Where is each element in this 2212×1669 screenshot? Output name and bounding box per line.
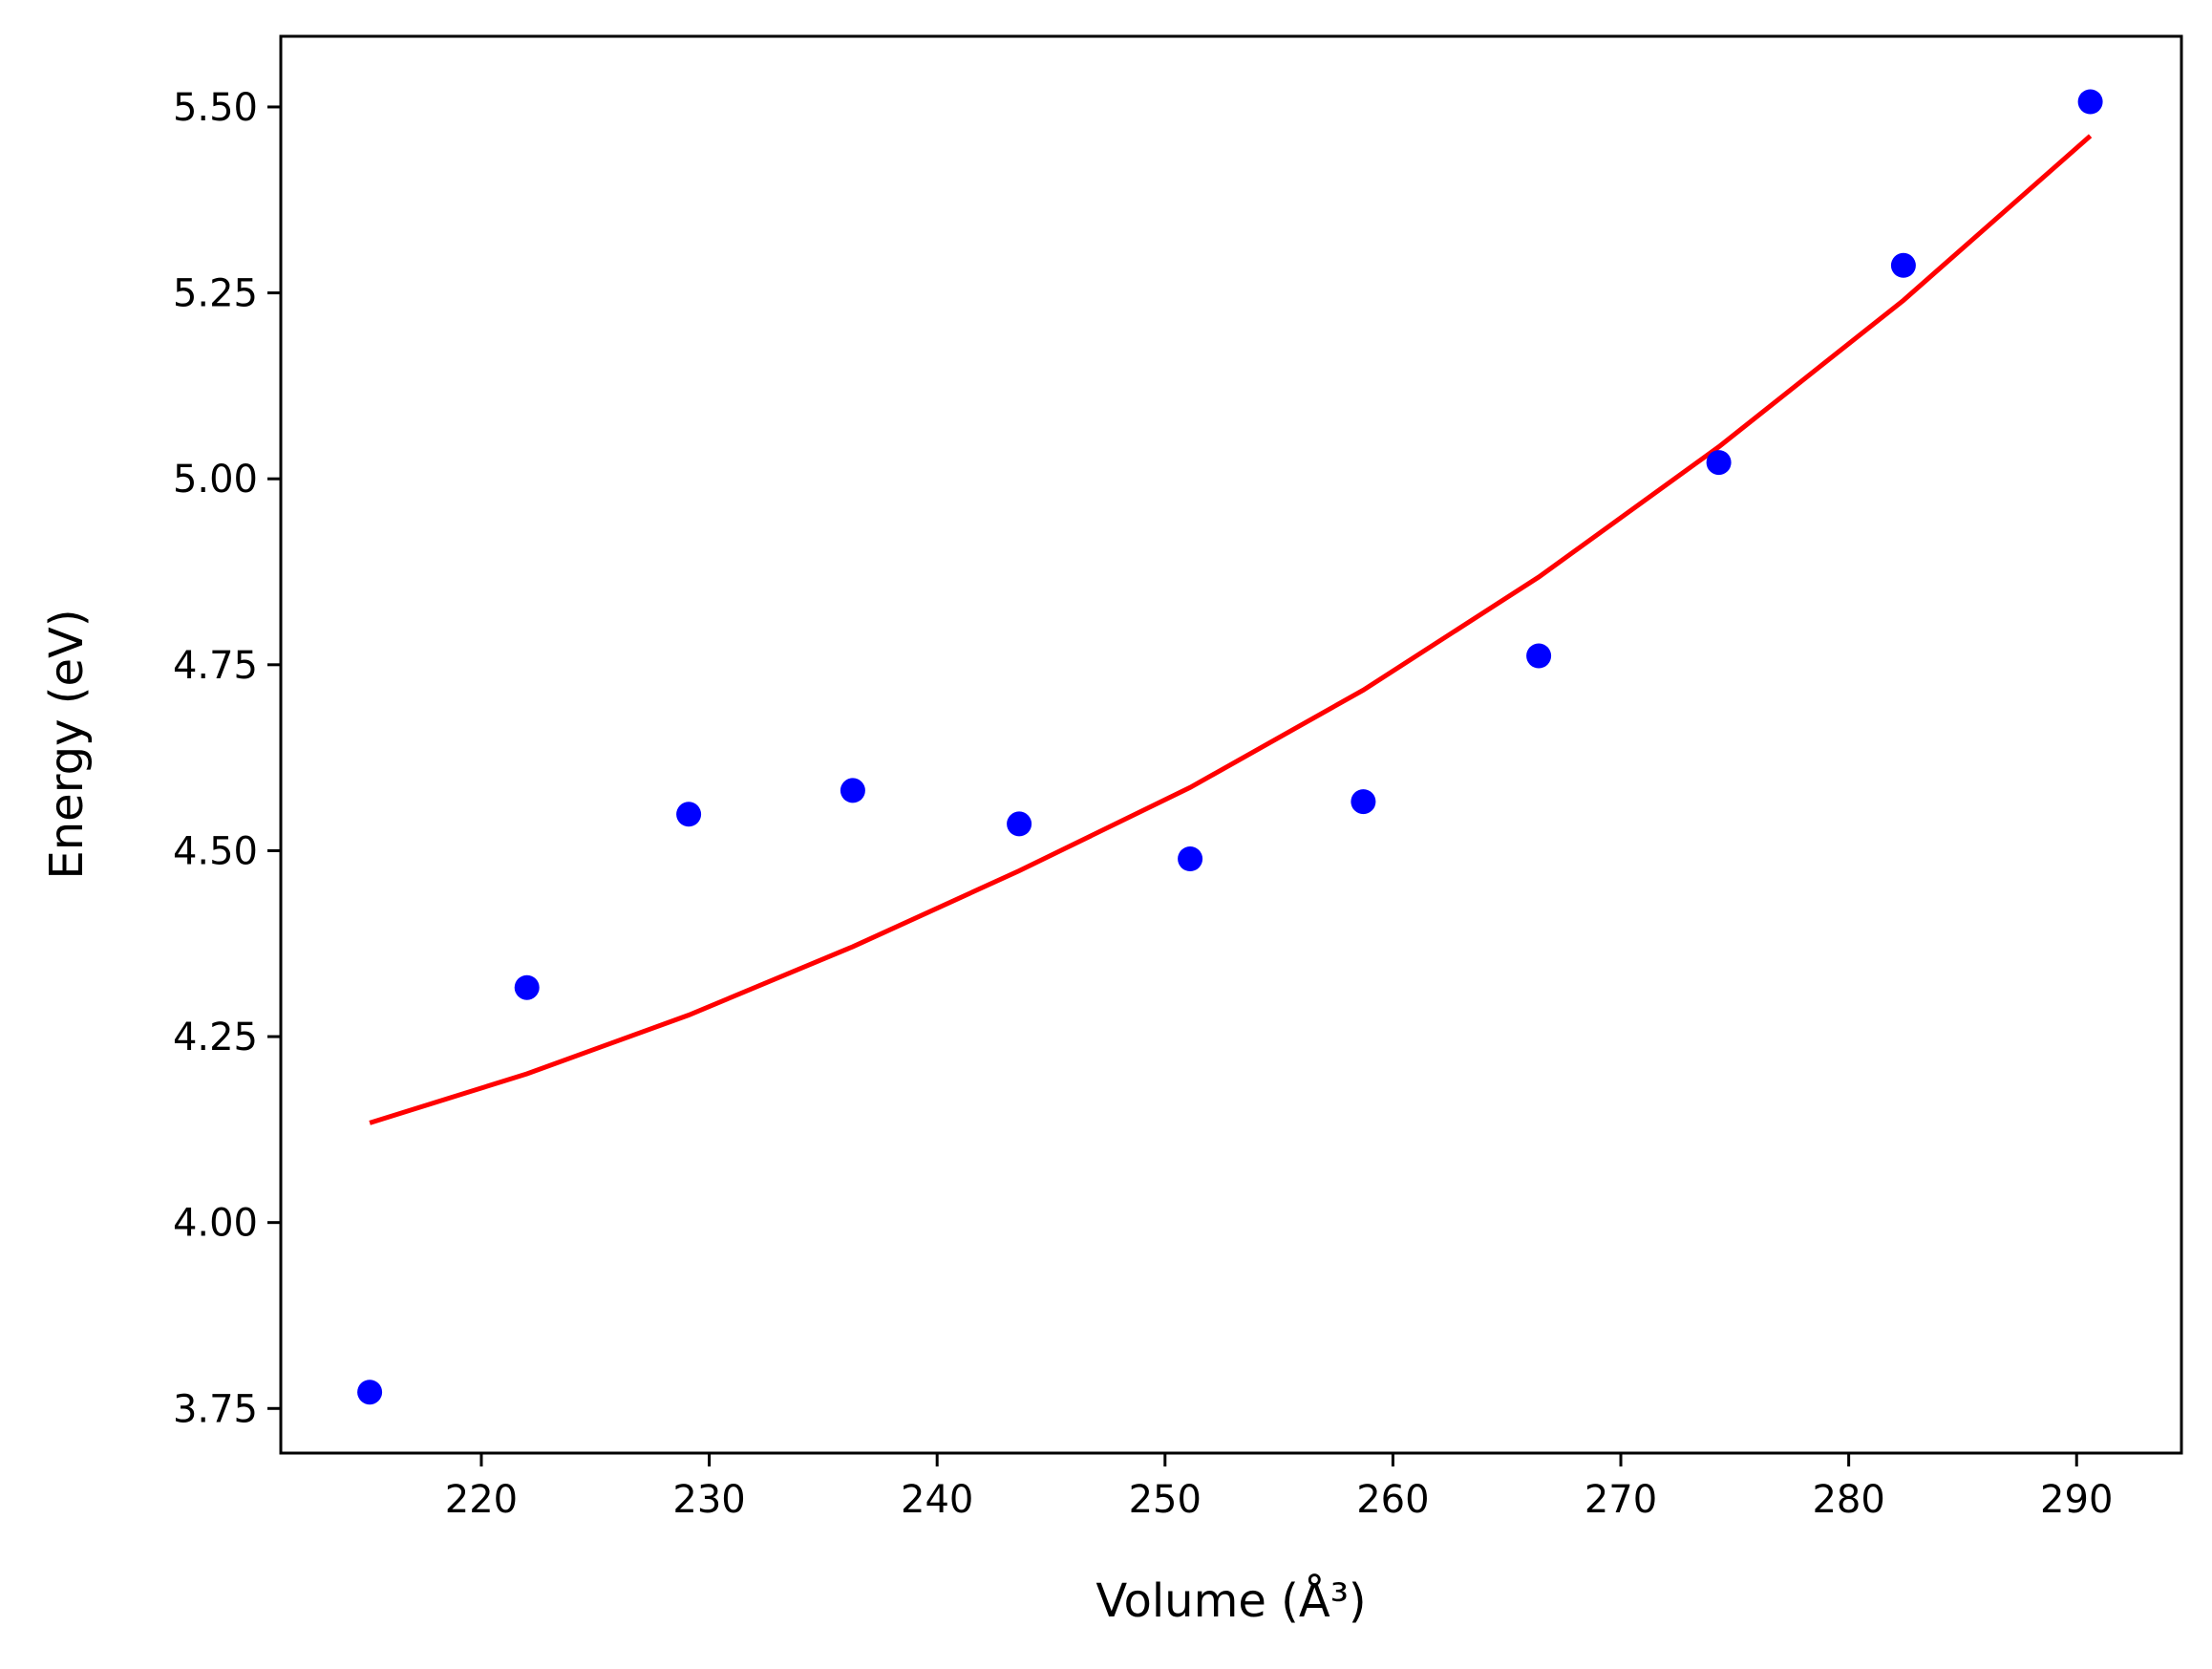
data-point-0 xyxy=(357,1380,383,1405)
x-tick-label-4: 260 xyxy=(1356,1478,1429,1522)
data-point-5 xyxy=(1178,846,1203,871)
points-layer xyxy=(357,89,2103,1405)
x-tick-label-6: 280 xyxy=(1812,1478,1884,1522)
y-axis-label: Energy (eV) xyxy=(40,609,94,879)
y-tick-label-3: 4.50 xyxy=(173,829,258,873)
data-point-9 xyxy=(1890,252,1916,278)
y-tick-label-6: 5.25 xyxy=(173,272,258,316)
fit-curve xyxy=(369,134,2093,1125)
plot-frame xyxy=(279,34,2183,1455)
data-point-4 xyxy=(1007,811,1032,837)
y-tick-label-4: 4.75 xyxy=(173,644,258,688)
y-tick-label-5: 5.00 xyxy=(173,458,258,502)
y-tick-label-0: 3.75 xyxy=(173,1387,258,1431)
fit-layer xyxy=(369,134,2093,1125)
x-axis: 220 230 240 250 260 270 280 290 xyxy=(445,1453,2113,1522)
y-axis: 3.75 4.00 4.25 4.50 4.75 5.00 5.25 5.50 xyxy=(173,86,281,1431)
data-point-8 xyxy=(1706,450,1732,476)
data-point-3 xyxy=(840,778,865,803)
x-tick-label-3: 250 xyxy=(1129,1478,1202,1522)
y-tick-label-1: 4.00 xyxy=(173,1202,258,1246)
data-point-1 xyxy=(514,974,540,1000)
data-point-2 xyxy=(676,802,702,827)
x-tick-label-5: 270 xyxy=(1585,1478,1657,1522)
x-axis-label: Volume (Å³) xyxy=(1095,1573,1366,1628)
x-tick-label-0: 220 xyxy=(445,1478,518,1522)
x-tick-label-1: 230 xyxy=(672,1478,745,1522)
data-point-6 xyxy=(1351,789,1376,815)
y-tick-label-2: 4.25 xyxy=(173,1016,258,1059)
x-tick-label-7: 290 xyxy=(2040,1478,2113,1522)
y-tick-label-7: 5.50 xyxy=(173,86,258,130)
data-point-7 xyxy=(1526,643,1552,669)
x-tick-label-2: 240 xyxy=(901,1478,973,1522)
plot-area xyxy=(281,36,2181,1453)
data-point-10 xyxy=(2077,89,2103,115)
